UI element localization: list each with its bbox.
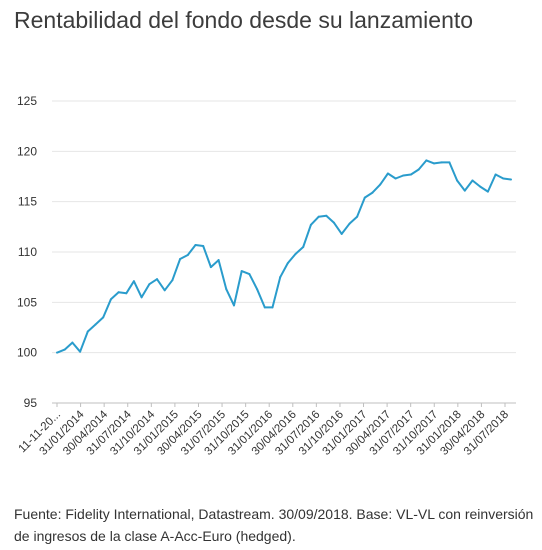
data-point xyxy=(417,168,420,171)
data-point xyxy=(448,161,451,164)
data-point xyxy=(279,276,282,279)
data-point xyxy=(94,323,97,326)
data-point xyxy=(225,288,228,291)
data-point xyxy=(102,316,105,319)
data-point xyxy=(494,173,497,176)
series-group xyxy=(56,159,512,354)
data-point xyxy=(63,348,66,351)
data-point xyxy=(348,222,351,225)
y-tick-label: 100 xyxy=(17,346,37,360)
data-point xyxy=(486,190,489,193)
data-point xyxy=(309,223,312,226)
data-point xyxy=(202,244,205,247)
x-axis-ticks: 11-11-20...31/01/201430/04/201431/07/201… xyxy=(17,403,511,458)
series-line xyxy=(56,159,512,354)
data-point xyxy=(186,254,189,257)
data-point xyxy=(502,177,505,180)
data-point xyxy=(86,330,89,333)
data-point xyxy=(394,177,397,180)
data-point xyxy=(163,289,166,292)
data-point xyxy=(463,189,466,192)
data-point xyxy=(363,196,366,199)
data-point xyxy=(510,178,512,181)
data-point xyxy=(433,162,436,165)
data-point xyxy=(440,161,443,164)
data-point xyxy=(217,259,220,262)
data-point xyxy=(294,253,297,256)
data-point xyxy=(302,245,305,248)
data-point xyxy=(79,350,82,353)
data-point xyxy=(132,280,135,283)
data-point xyxy=(402,174,405,177)
data-point xyxy=(71,341,74,344)
y-tick-label: 95 xyxy=(24,396,38,410)
data-point xyxy=(340,232,343,235)
data-point xyxy=(271,306,274,309)
data-point xyxy=(56,351,58,354)
data-point xyxy=(125,292,128,295)
y-tick-label: 125 xyxy=(17,94,37,108)
data-point xyxy=(286,262,289,265)
y-tick-label: 115 xyxy=(18,195,37,209)
source-note: Fuente: Fidelity International, Datastre… xyxy=(14,506,534,544)
data-point xyxy=(117,291,120,294)
data-point xyxy=(156,278,159,281)
data-point xyxy=(194,243,197,246)
y-axis-ticks: 95 100 105 110 115 120 125 xyxy=(17,94,37,410)
data-point xyxy=(171,279,174,282)
data-point xyxy=(333,221,336,224)
data-point xyxy=(356,215,359,218)
chart-title: Rentabilidad del fondo desde su lanzamie… xyxy=(14,7,474,33)
data-point xyxy=(248,273,251,276)
y-tick-label: 105 xyxy=(17,295,37,309)
line-chart: 95 100 105 110 115 120 125 11-11-20...31/01/20… xyxy=(17,94,516,458)
data-point xyxy=(109,298,112,301)
data-point xyxy=(209,266,212,269)
data-point xyxy=(386,172,389,175)
data-point xyxy=(471,179,474,182)
data-point xyxy=(148,283,151,286)
data-point xyxy=(325,214,328,217)
data-point xyxy=(179,258,182,261)
data-point xyxy=(240,270,243,273)
data-point xyxy=(317,215,320,218)
grid-lines xyxy=(52,100,516,404)
data-point xyxy=(263,306,266,309)
data-point xyxy=(140,296,143,299)
data-point xyxy=(256,288,259,291)
y-tick-label: 110 xyxy=(18,245,37,259)
data-point xyxy=(456,179,459,182)
data-point xyxy=(479,185,482,188)
data-point xyxy=(379,183,382,186)
data-point xyxy=(232,304,235,307)
data-point xyxy=(371,191,374,194)
data-point xyxy=(425,159,428,162)
y-tick-label: 120 xyxy=(17,144,37,158)
data-point xyxy=(409,173,412,176)
